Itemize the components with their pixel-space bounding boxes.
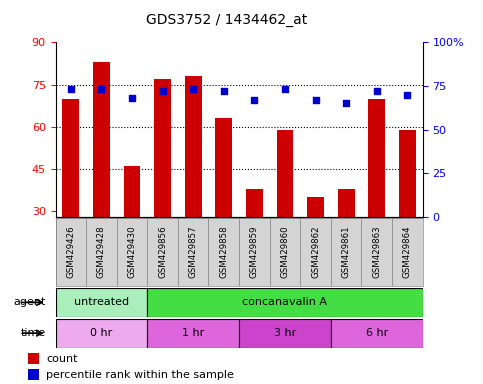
Bar (246, 189, 263, 217)
Point (220, 88, 227, 94)
Text: GSM429862: GSM429862 (311, 225, 320, 278)
Bar (399, 130, 416, 217)
Bar (239, 218, 270, 286)
Text: GSM429857: GSM429857 (189, 225, 198, 278)
Bar (154, 79, 171, 217)
Bar (28, 353, 40, 364)
Point (312, 97, 319, 103)
Point (403, 92, 411, 98)
Text: GSM429864: GSM429864 (403, 225, 412, 278)
Bar (270, 218, 300, 286)
Bar (361, 218, 392, 286)
Text: 0 hr: 0 hr (90, 328, 113, 338)
Point (342, 100, 350, 106)
Text: GDS3752 / 1434462_at: GDS3752 / 1434462_at (146, 13, 308, 27)
Text: agent: agent (14, 297, 46, 308)
Bar (331, 218, 361, 286)
Text: untreated: untreated (74, 297, 129, 308)
Text: GSM429863: GSM429863 (372, 225, 381, 278)
Text: time: time (21, 328, 46, 338)
Bar (147, 218, 178, 286)
Point (128, 95, 136, 101)
Text: GSM429858: GSM429858 (219, 225, 228, 278)
Text: GSM429426: GSM429426 (66, 225, 75, 278)
Text: percentile rank within the sample: percentile rank within the sample (46, 370, 234, 380)
Bar (124, 166, 141, 217)
Point (189, 86, 197, 93)
Bar (307, 197, 324, 217)
Text: GSM429859: GSM429859 (250, 226, 259, 278)
Bar (239, 319, 331, 348)
Bar (209, 218, 239, 286)
Bar (147, 319, 239, 348)
Bar (117, 218, 147, 286)
Text: count: count (46, 354, 77, 364)
Text: 3 hr: 3 hr (274, 328, 296, 338)
Text: GSM429861: GSM429861 (341, 225, 351, 278)
Bar (215, 118, 232, 217)
Bar (28, 369, 40, 381)
Bar (392, 218, 423, 286)
Bar (277, 130, 293, 217)
Text: GSM429860: GSM429860 (281, 225, 289, 278)
Bar (178, 218, 209, 286)
Bar (369, 99, 385, 217)
Bar (56, 319, 147, 348)
Text: concanavalin A: concanavalin A (242, 297, 327, 308)
Bar (56, 288, 147, 317)
Bar (62, 99, 79, 217)
Bar (93, 62, 110, 217)
Point (251, 97, 258, 103)
Point (67, 86, 75, 93)
Point (98, 86, 105, 93)
Bar (147, 288, 423, 317)
Bar (86, 218, 117, 286)
Bar (56, 218, 86, 286)
Bar (300, 218, 331, 286)
Text: GSM429856: GSM429856 (158, 225, 167, 278)
Point (281, 86, 289, 93)
Text: 6 hr: 6 hr (366, 328, 388, 338)
Bar (331, 319, 423, 348)
Text: 1 hr: 1 hr (182, 328, 204, 338)
Bar (185, 76, 201, 217)
Text: GSM429430: GSM429430 (128, 225, 137, 278)
Point (373, 88, 381, 94)
Point (159, 88, 167, 94)
Bar (338, 189, 355, 217)
Text: GSM429428: GSM429428 (97, 225, 106, 278)
